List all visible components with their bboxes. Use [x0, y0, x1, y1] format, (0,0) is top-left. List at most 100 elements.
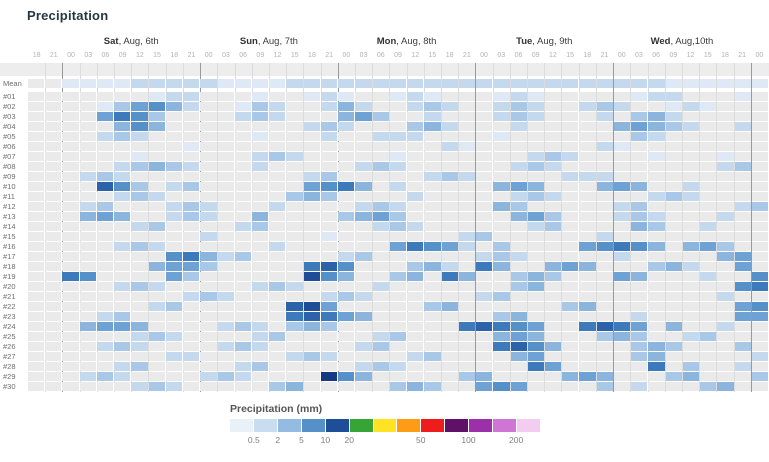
heatmap-cell[interactable]	[183, 222, 200, 231]
heatmap-cell[interactable]	[700, 282, 717, 291]
heatmap-cell[interactable]	[527, 102, 544, 111]
heatmap-cell[interactable]	[734, 352, 751, 361]
heatmap-cell[interactable]	[148, 252, 165, 261]
heatmap-cell[interactable]	[200, 162, 217, 171]
heatmap-cell[interactable]	[389, 102, 407, 111]
heatmap-cell[interactable]	[682, 212, 700, 221]
heatmap-cell[interactable]	[148, 262, 165, 271]
heatmap-cell[interactable]	[648, 382, 665, 391]
heatmap-cell[interactable]	[165, 142, 183, 151]
heatmap-cell[interactable]	[476, 272, 493, 281]
heatmap-cell[interactable]	[79, 202, 96, 211]
heatmap-cell[interactable]	[131, 292, 148, 301]
heatmap-cell[interactable]	[45, 252, 62, 261]
heatmap-cell[interactable]	[114, 272, 131, 281]
heatmap-cell[interactable]	[338, 272, 355, 281]
heatmap-cell[interactable]	[579, 182, 596, 191]
heatmap-cell[interactable]	[700, 312, 717, 321]
heatmap-cell[interactable]	[148, 212, 165, 221]
heatmap-cell[interactable]	[544, 222, 562, 231]
heatmap-cell[interactable]	[183, 372, 200, 381]
heatmap-cell[interactable]	[320, 282, 338, 291]
heatmap-cell[interactable]	[79, 172, 96, 181]
heatmap-cell[interactable]	[269, 132, 286, 141]
heatmap-cell[interactable]	[441, 252, 458, 261]
heatmap-cell[interactable]	[700, 222, 717, 231]
heatmap-cell[interactable]	[165, 222, 183, 231]
heatmap-cell[interactable]	[269, 372, 286, 381]
heatmap-cell[interactable]	[407, 302, 424, 311]
heatmap-cell[interactable]	[631, 342, 648, 351]
heatmap-cell[interactable]	[544, 252, 562, 261]
heatmap-cell[interactable]	[493, 192, 510, 201]
heatmap-cell[interactable]	[407, 352, 424, 361]
heatmap-cell[interactable]	[544, 362, 562, 371]
heatmap-cell[interactable]	[510, 122, 527, 131]
heatmap-cell[interactable]	[45, 202, 62, 211]
heatmap-cell[interactable]	[96, 272, 114, 281]
heatmap-cell[interactable]	[183, 252, 200, 261]
heatmap-cell[interactable]	[407, 172, 424, 181]
heatmap-cell[interactable]	[579, 262, 596, 271]
heatmap-cell[interactable]	[320, 372, 338, 381]
heatmap-cell[interactable]	[234, 372, 252, 381]
heatmap-cell[interactable]	[510, 212, 527, 221]
heatmap-cell[interactable]	[665, 312, 682, 321]
heatmap-cell[interactable]	[613, 252, 631, 261]
heatmap-cell[interactable]	[700, 162, 717, 171]
heatmap-cell[interactable]	[165, 292, 183, 301]
heatmap-cell[interactable]	[96, 132, 114, 141]
heatmap-cell[interactable]	[114, 162, 131, 171]
heatmap-cell[interactable]	[631, 79, 648, 88]
heatmap-cell[interactable]	[183, 212, 200, 221]
heatmap-cell[interactable]	[476, 282, 493, 291]
heatmap-cell[interactable]	[648, 112, 665, 121]
heatmap-cell[interactable]	[269, 312, 286, 321]
heatmap-cell[interactable]	[682, 312, 700, 321]
heatmap-cell[interactable]	[682, 342, 700, 351]
heatmap-cell[interactable]	[96, 122, 114, 131]
heatmap-cell[interactable]	[648, 152, 665, 161]
heatmap-cell[interactable]	[252, 382, 269, 391]
heatmap-cell[interactable]	[682, 382, 700, 391]
heatmap-cell[interactable]	[596, 112, 613, 121]
heatmap-cell[interactable]	[493, 272, 510, 281]
heatmap-cell[interactable]	[234, 252, 252, 261]
heatmap-cell[interactable]	[28, 272, 45, 281]
heatmap-cell[interactable]	[62, 222, 79, 231]
heatmap-cell[interactable]	[476, 182, 493, 191]
heatmap-cell[interactable]	[165, 112, 183, 121]
heatmap-cell[interactable]	[441, 362, 458, 371]
heatmap-cell[interactable]	[148, 222, 165, 231]
heatmap-cell[interactable]	[665, 292, 682, 301]
heatmap-cell[interactable]	[441, 292, 458, 301]
heatmap-cell[interactable]	[45, 362, 62, 371]
heatmap-cell[interactable]	[648, 122, 665, 131]
heatmap-cell[interactable]	[96, 262, 114, 271]
heatmap-cell[interactable]	[458, 262, 476, 271]
heatmap-cell[interactable]	[682, 242, 700, 251]
heatmap-cell[interactable]	[751, 182, 768, 191]
heatmap-cell[interactable]	[303, 192, 320, 201]
heatmap-cell[interactable]	[114, 362, 131, 371]
heatmap-cell[interactable]	[165, 382, 183, 391]
heatmap-cell[interactable]	[562, 292, 579, 301]
heatmap-cell[interactable]	[700, 79, 717, 88]
heatmap-cell[interactable]	[355, 332, 372, 341]
heatmap-cell[interactable]	[62, 172, 79, 181]
heatmap-cell[interactable]	[596, 152, 613, 161]
heatmap-cell[interactable]	[424, 132, 441, 141]
heatmap-cell[interactable]	[544, 202, 562, 211]
heatmap-cell[interactable]	[320, 92, 338, 101]
heatmap-cell[interactable]	[252, 152, 269, 161]
heatmap-cell[interactable]	[28, 132, 45, 141]
heatmap-cell[interactable]	[148, 282, 165, 291]
heatmap-cell[interactable]	[62, 292, 79, 301]
heatmap-cell[interactable]	[183, 132, 200, 141]
heatmap-cell[interactable]	[217, 102, 234, 111]
heatmap-cell[interactable]	[165, 252, 183, 261]
heatmap-cell[interactable]	[269, 222, 286, 231]
heatmap-cell[interactable]	[355, 342, 372, 351]
heatmap-cell[interactable]	[544, 292, 562, 301]
heatmap-cell[interactable]	[234, 242, 252, 251]
